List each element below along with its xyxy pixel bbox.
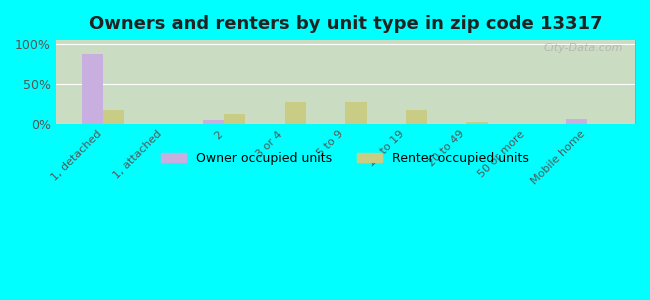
Bar xyxy=(345,103,367,124)
Bar xyxy=(285,102,306,124)
Bar xyxy=(406,110,427,124)
Legend: Owner occupied units, Renter occupied units: Owner occupied units, Renter occupied un… xyxy=(157,147,534,170)
Text: City-Data.com: City-Data.com xyxy=(544,43,623,52)
Bar xyxy=(224,114,246,124)
Bar xyxy=(103,110,124,124)
Bar xyxy=(566,119,588,124)
Title: Owners and renters by unit type in zip code 13317: Owners and renters by unit type in zip c… xyxy=(88,15,602,33)
Bar xyxy=(467,122,488,124)
Bar xyxy=(82,54,103,124)
Bar xyxy=(203,120,224,124)
